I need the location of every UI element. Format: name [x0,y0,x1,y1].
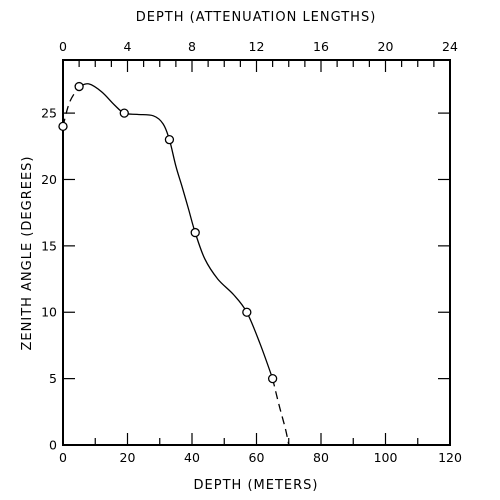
x2-axis-title: DEPTH (ATTENUATION LENGTHS) [136,10,377,25]
x-tick-label: 40 [184,450,200,465]
y-tick-label: 10 [41,305,57,320]
data-point [267,373,278,384]
plot-frame [62,59,451,446]
ticks-layer [62,60,451,446]
curve-solid-segment [78,83,274,379]
y-tick-label: 25 [41,106,57,121]
curve-layer [62,83,290,446]
data-point [58,121,68,132]
points-layer [58,81,278,384]
x-tick-label: 100 [374,450,398,465]
y-tick-label: 5 [49,371,57,386]
tick-labels-layer: 0 20 40 60 80 100 120 0 4 8 12 16 20 24 0 5 10 15 20 25 [41,39,462,465]
x2-tick-label: 16 [313,39,329,54]
x-tick-label: 80 [313,450,329,465]
x-tick-label: 60 [249,450,265,465]
x2-tick-label: 24 [442,39,458,54]
data-point [164,135,175,145]
x2-tick-label: 12 [249,39,265,54]
y-tick-label: 20 [41,172,57,187]
y-tick-label: 0 [49,438,57,453]
y-axis-title: ZENITH ANGLE (DEGREES) [20,156,35,351]
data-point [242,307,252,317]
curve-dashed-segment [271,378,290,446]
x2-tick-label: 20 [378,39,394,54]
x2-tick-label: 8 [188,39,196,54]
data-point [190,227,200,238]
data-point [119,108,129,118]
x-axis-title: DEPTH (METERS) [194,478,319,493]
x-tick-label: 0 [59,450,67,465]
x-tick-label: 20 [120,450,136,465]
x-tick-label: 120 [438,450,462,465]
x2-tick-label: 4 [124,39,132,54]
y-tick-label: 15 [41,238,57,253]
data-point [74,81,84,92]
curve-dashed-segment [62,86,80,127]
x2-tick-label: 0 [59,39,67,54]
